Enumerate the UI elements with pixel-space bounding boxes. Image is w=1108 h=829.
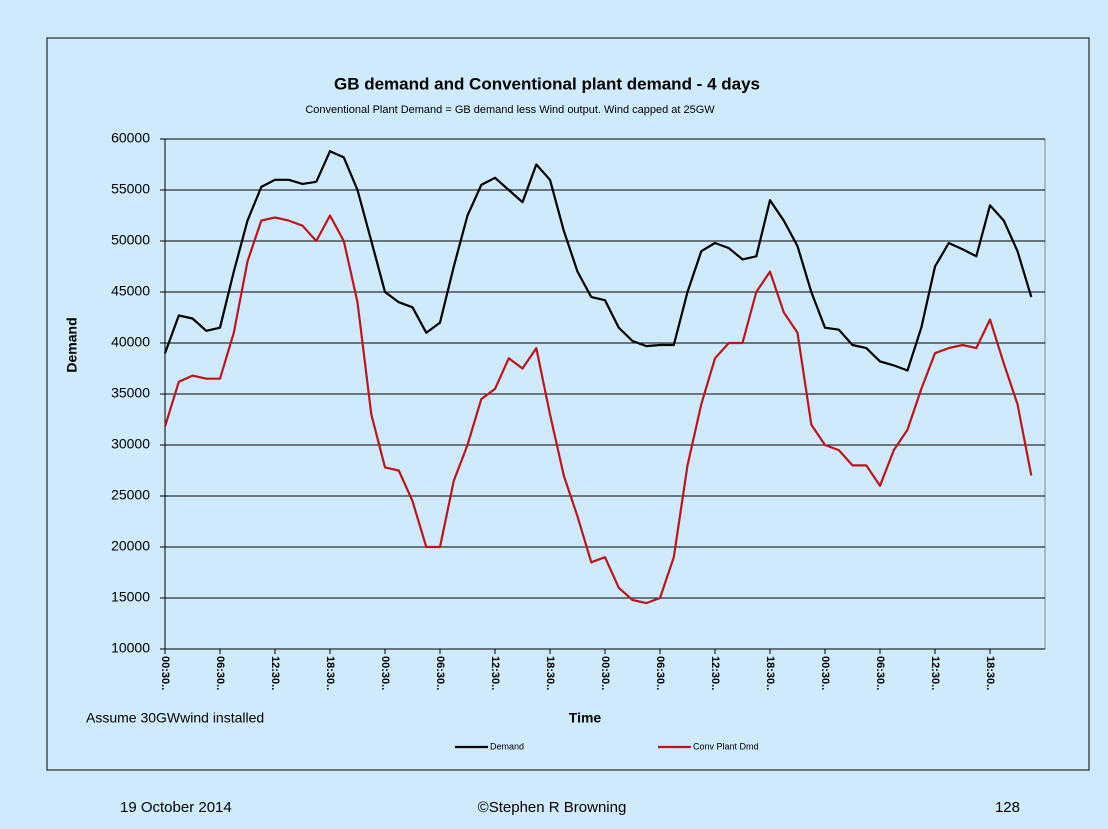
x-tick-label: 18:30.. <box>764 656 776 690</box>
x-tick-label: 18:30.. <box>544 656 556 690</box>
series-line <box>163 150 1033 372</box>
y-tick-label: 45000 <box>111 283 150 299</box>
y-tick-label: 55000 <box>111 181 150 197</box>
y-tick-label: 10000 <box>111 640 150 656</box>
x-tick-label: 12:30.. <box>269 656 281 690</box>
y-axis-label: Demand <box>64 317 80 372</box>
x-tick-label: 12:30.. <box>489 656 501 690</box>
footer-date: 19 October 2014 <box>120 799 232 816</box>
x-tick-label: 06:30.. <box>434 656 446 690</box>
y-tick-label: 60000 <box>111 130 150 146</box>
x-tick-label: 12:30.. <box>929 656 941 690</box>
x-tick-label: 06:30.. <box>874 656 886 690</box>
legend-label: Demand <box>490 741 524 751</box>
footer-author: ©Stephen R Browning <box>478 799 627 816</box>
y-tick-label: 20000 <box>111 538 150 554</box>
legend-label: Conv Plant Dmd <box>693 741 759 751</box>
x-tick-label: 00:30.. <box>599 656 611 690</box>
x-tick-label: 06:30.. <box>214 656 226 690</box>
y-tick-label: 50000 <box>111 232 150 248</box>
y-tick-label: 25000 <box>111 487 150 503</box>
x-tick-label: 12:30.. <box>709 656 721 690</box>
y-tick-label: 15000 <box>111 589 150 605</box>
chart-subtitle: Conventional Plant Demand = GB demand le… <box>305 104 715 116</box>
chart-title: GB demand and Conventional plant demand … <box>334 74 760 93</box>
y-tick-label: 35000 <box>111 385 150 401</box>
footer-page: 128 <box>995 799 1020 816</box>
x-tick-label: 00:30.. <box>379 656 391 690</box>
x-tick-label: 18:30.. <box>984 656 996 690</box>
y-tick-label: 30000 <box>111 436 150 452</box>
series-line <box>163 214 1033 605</box>
y-tick-label: 40000 <box>111 334 150 350</box>
x-tick-label: 00:30.. <box>819 656 831 690</box>
x-tick-label: 00:30.. <box>159 656 171 690</box>
x-tick-label: 06:30.. <box>654 656 666 690</box>
x-axis-label: Time <box>569 710 602 726</box>
x-tick-label: 18:30.. <box>324 656 336 690</box>
annotation: Assume 30GWwind installed <box>86 710 264 726</box>
